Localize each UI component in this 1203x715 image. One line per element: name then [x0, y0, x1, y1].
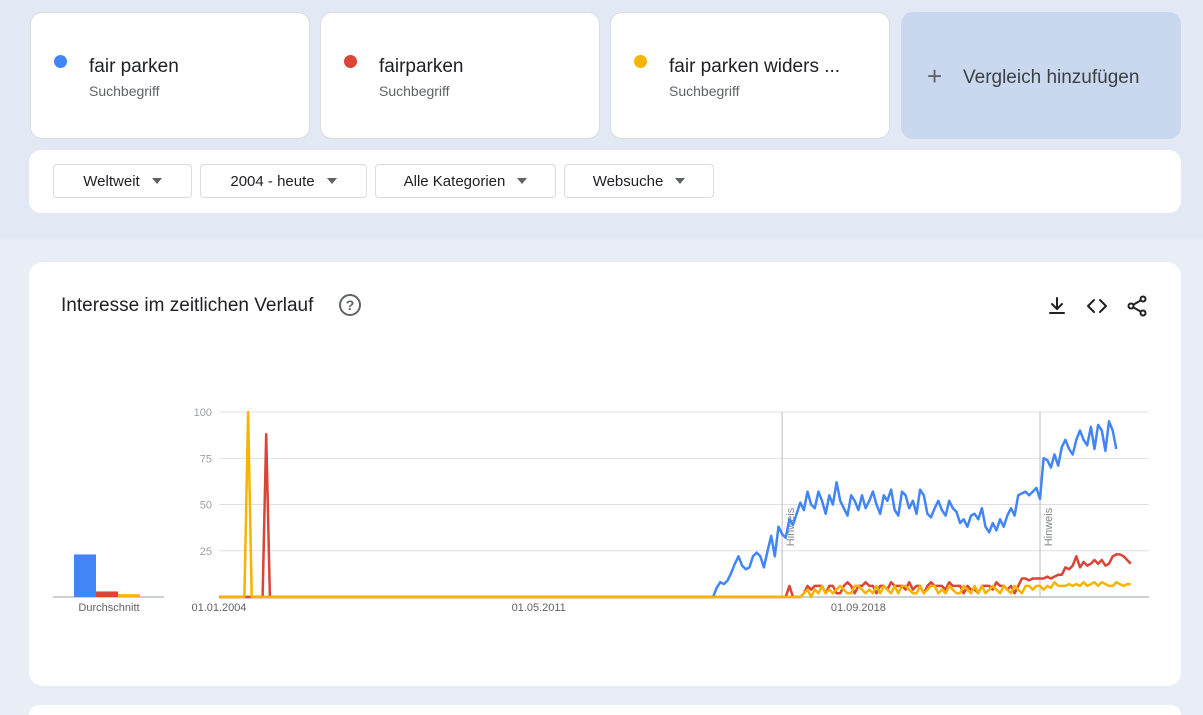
- x-tick-label: 01.09.2018: [831, 602, 886, 614]
- term-type: Suchbegriff: [669, 83, 740, 99]
- x-tick-label: 01.01.2004: [191, 602, 246, 614]
- chevron-down-icon: [151, 178, 162, 184]
- download-icon[interactable]: [1045, 294, 1069, 318]
- embed-code-icon[interactable]: [1085, 294, 1109, 318]
- time-range-label: 2004 - heute: [230, 172, 315, 190]
- share-icon[interactable]: [1125, 294, 1149, 318]
- region-dropdown[interactable]: Weltweit: [53, 164, 192, 198]
- series-line-3: [219, 410, 1131, 599]
- average-bar-3: [118, 594, 140, 597]
- trend-chart: 100 75 50 25 01.01.2004 01.05.2011 01.09.2018 H…: [53, 407, 1149, 614]
- chart-title: Interesse im zeitlichen Verlauf: [61, 295, 314, 316]
- chevron-down-icon: [517, 178, 528, 184]
- time-range-dropdown[interactable]: 2004 - heute: [200, 164, 367, 198]
- term-name: fairparken: [379, 56, 464, 77]
- filter-bar: Weltweit 2004 - heute Alle Kategorien We…: [29, 150, 1181, 213]
- category-label: Alle Kategorien: [403, 172, 506, 190]
- series-line-1: [219, 420, 1118, 599]
- term-name: fair parken: [89, 56, 179, 77]
- y-tick-label: 25: [200, 546, 212, 558]
- term-type: Suchbegriff: [379, 83, 450, 99]
- term-type: Suchbegriff: [89, 83, 160, 99]
- average-label: Durchschnitt: [78, 602, 139, 614]
- add-comparison-button[interactable]: + Vergleich hinzufügen: [901, 12, 1181, 139]
- term-name: fair parken widers ...: [669, 56, 841, 77]
- annotation-label: Hinweis: [785, 507, 797, 546]
- add-comparison-label: Vergleich hinzufügen: [963, 67, 1140, 88]
- region-label: Weltweit: [83, 172, 140, 190]
- y-tick-label: 100: [194, 407, 212, 419]
- interest-over-time-card: Interesse im zeitlichen Verlauf ? 100 75 5…: [29, 262, 1181, 686]
- plus-icon: +: [927, 61, 943, 91]
- term-card-3[interactable]: fair parken widers ... Suchbegriff: [610, 12, 890, 139]
- search-type-dropdown[interactable]: Websuche: [564, 164, 714, 198]
- category-dropdown[interactable]: Alle Kategorien: [375, 164, 556, 198]
- average-bar-1: [74, 554, 96, 597]
- next-card-edge: [29, 705, 1181, 715]
- y-tick-label: 50: [200, 500, 212, 512]
- y-tick-label: 75: [200, 453, 212, 465]
- annotation-label: Hinweis: [1043, 507, 1055, 546]
- term-card-1[interactable]: fair parken Suchbegriff: [30, 12, 310, 139]
- help-circle-icon[interactable]: ?: [339, 294, 361, 316]
- chevron-down-icon: [675, 178, 686, 184]
- series-color-dot: [344, 55, 357, 68]
- series-color-dot: [54, 55, 67, 68]
- search-type-label: Websuche: [592, 172, 664, 190]
- term-card-2[interactable]: fairparken Suchbegriff: [320, 12, 600, 139]
- average-bar-2: [96, 591, 118, 597]
- chevron-down-icon: [326, 178, 337, 184]
- series-color-dot: [634, 55, 647, 68]
- x-tick-label: 01.05.2011: [512, 602, 566, 614]
